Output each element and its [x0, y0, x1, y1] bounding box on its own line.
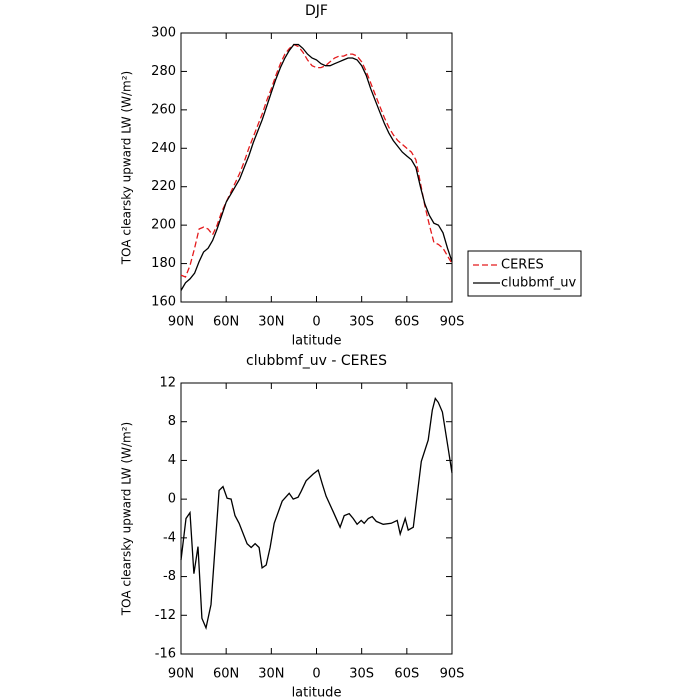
y-axis-label: TOA clearsky upward LW (W/m²)	[120, 422, 134, 616]
y-tick-label: -8	[163, 569, 176, 584]
y-tick-label: 300	[151, 26, 176, 41]
y-tick-label: 4	[168, 453, 176, 468]
y-tick-label: 220	[151, 179, 176, 194]
y-tick-label: 0	[168, 492, 176, 507]
x-tick-label: 60S	[394, 315, 419, 330]
legend-box	[467, 250, 582, 297]
legend-label: clubbmf_uv	[501, 276, 576, 291]
y-tick-label: -12	[155, 608, 176, 623]
x-tick-label: 60S	[394, 667, 419, 682]
y-tick-label: -16	[155, 647, 176, 662]
chart-title: DJF	[305, 3, 328, 19]
y-tick-label: 12	[159, 376, 176, 391]
x-tick-label: 90S	[440, 667, 465, 682]
legend-label: CERES	[501, 258, 544, 273]
x-tick-label: 30N	[258, 667, 284, 682]
x-tick-label: 90S	[440, 315, 465, 330]
chart-title: clubbmf_uv - CERES	[246, 353, 387, 369]
y-tick-label: 280	[151, 64, 176, 79]
y-tick-label: 8	[168, 414, 176, 429]
y-tick-label: 180	[151, 256, 176, 271]
plot-frame	[180, 382, 453, 655]
x-tick-label: 0	[312, 667, 320, 682]
x-axis-label: latitude	[292, 334, 342, 349]
x-tick-label: 60N	[213, 667, 239, 682]
x-tick-label: 30S	[349, 667, 374, 682]
y-tick-label: -4	[163, 530, 176, 545]
y-axis-label: TOA clearsky upward LW (W/m²)	[120, 71, 134, 265]
x-tick-label: 90N	[168, 315, 194, 330]
x-tick-label: 90N	[168, 667, 194, 682]
series-line	[180, 43, 453, 291]
plot-frame	[180, 32, 453, 303]
x-axis-label: latitude	[292, 686, 342, 700]
series-line	[180, 43, 453, 278]
data-line	[180, 397, 453, 631]
x-tick-label: 30S	[349, 315, 374, 330]
x-tick-label: 30N	[258, 315, 284, 330]
y-tick-label: 160	[151, 295, 176, 310]
y-tick-label: 200	[151, 218, 176, 233]
x-tick-label: 60N	[213, 315, 239, 330]
y-tick-label: 240	[151, 141, 176, 156]
y-tick-label: 260	[151, 102, 176, 117]
x-tick-label: 0	[312, 315, 320, 330]
